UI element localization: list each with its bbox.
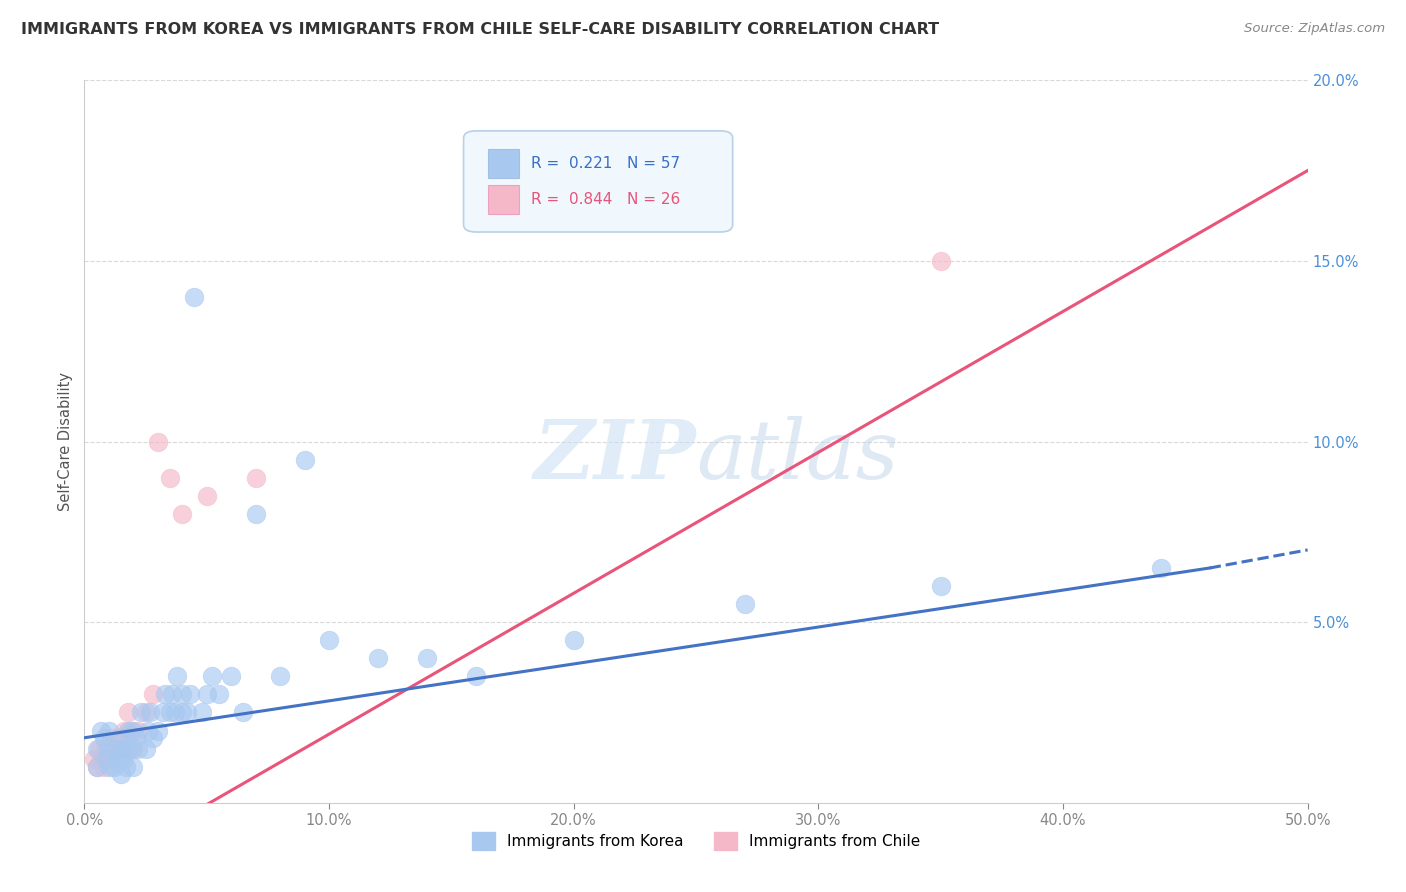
Point xyxy=(208,687,231,701)
Point xyxy=(93,731,115,745)
Point xyxy=(96,752,118,766)
Point xyxy=(86,741,108,756)
Point xyxy=(136,723,159,738)
Point xyxy=(90,752,112,766)
Point xyxy=(232,706,254,720)
Point xyxy=(127,741,149,756)
Point xyxy=(172,507,194,521)
Point xyxy=(112,731,135,745)
Point xyxy=(269,669,291,683)
Point xyxy=(142,687,165,701)
Point xyxy=(117,741,139,756)
Point xyxy=(112,723,135,738)
Text: Source: ZipAtlas.com: Source: ZipAtlas.com xyxy=(1244,22,1385,36)
Point xyxy=(105,752,128,766)
Point xyxy=(103,760,125,774)
Text: R =  0.221   N = 57: R = 0.221 N = 57 xyxy=(531,156,681,171)
Point xyxy=(159,471,181,485)
Point xyxy=(129,706,152,720)
Point xyxy=(107,752,129,766)
Point xyxy=(93,760,115,774)
Point xyxy=(135,706,157,720)
Point xyxy=(122,723,145,738)
Point xyxy=(179,687,201,701)
Point xyxy=(153,687,176,701)
Point xyxy=(107,731,129,745)
Point xyxy=(416,651,439,665)
Point xyxy=(195,687,218,701)
Point xyxy=(562,633,585,648)
Point xyxy=(172,706,194,720)
Point xyxy=(929,579,952,593)
Point xyxy=(110,767,132,781)
Point xyxy=(294,452,316,467)
Text: R =  0.844   N = 26: R = 0.844 N = 26 xyxy=(531,192,681,207)
Point xyxy=(142,731,165,745)
Point xyxy=(105,741,128,756)
Point xyxy=(159,706,181,720)
Point xyxy=(83,752,105,766)
Point xyxy=(191,706,214,720)
Bar xyxy=(488,185,519,214)
Point xyxy=(318,633,340,648)
Point xyxy=(734,597,756,611)
Point xyxy=(117,723,139,738)
Point xyxy=(163,706,186,720)
Point xyxy=(245,471,267,485)
Point xyxy=(125,731,148,745)
Point xyxy=(87,741,110,756)
Point xyxy=(120,723,142,738)
Point xyxy=(97,741,120,756)
Point xyxy=(245,507,267,521)
Point xyxy=(120,741,142,756)
Text: ZIP: ZIP xyxy=(533,416,696,496)
Point xyxy=(464,669,486,683)
Point xyxy=(162,687,184,701)
Legend: Immigrants from Korea, Immigrants from Chile: Immigrants from Korea, Immigrants from C… xyxy=(465,826,927,856)
Point xyxy=(122,760,145,774)
Point xyxy=(219,669,242,683)
Point xyxy=(110,741,132,756)
Point xyxy=(166,669,188,683)
Point xyxy=(96,741,118,756)
Text: atlas: atlas xyxy=(696,416,898,496)
Point xyxy=(90,723,112,738)
Y-axis label: Self-Care Disability: Self-Care Disability xyxy=(58,372,73,511)
Point xyxy=(183,290,205,304)
Point xyxy=(172,687,194,701)
Point xyxy=(110,741,132,756)
Point xyxy=(97,723,120,738)
Point xyxy=(146,723,169,738)
Text: IMMIGRANTS FROM KOREA VS IMMIGRANTS FROM CHILE SELF-CARE DISABILITY CORRELATION : IMMIGRANTS FROM KOREA VS IMMIGRANTS FROM… xyxy=(21,22,939,37)
Point xyxy=(176,706,198,720)
Point xyxy=(195,489,218,503)
Point xyxy=(103,741,125,756)
Point xyxy=(135,741,157,756)
Point xyxy=(100,731,122,745)
Point xyxy=(200,669,222,683)
Point xyxy=(367,651,389,665)
Point xyxy=(86,760,108,774)
Point xyxy=(97,752,120,766)
Point xyxy=(86,760,108,774)
Point xyxy=(929,254,952,268)
Point xyxy=(1150,561,1173,575)
Bar xyxy=(488,149,519,178)
Point xyxy=(146,434,169,449)
Point xyxy=(127,723,149,738)
Point xyxy=(115,741,138,756)
Point xyxy=(122,741,145,756)
Point xyxy=(112,752,135,766)
Point xyxy=(152,706,174,720)
Point xyxy=(117,706,139,720)
FancyBboxPatch shape xyxy=(464,131,733,232)
Point xyxy=(97,760,120,774)
Point xyxy=(139,706,162,720)
Point xyxy=(115,760,138,774)
